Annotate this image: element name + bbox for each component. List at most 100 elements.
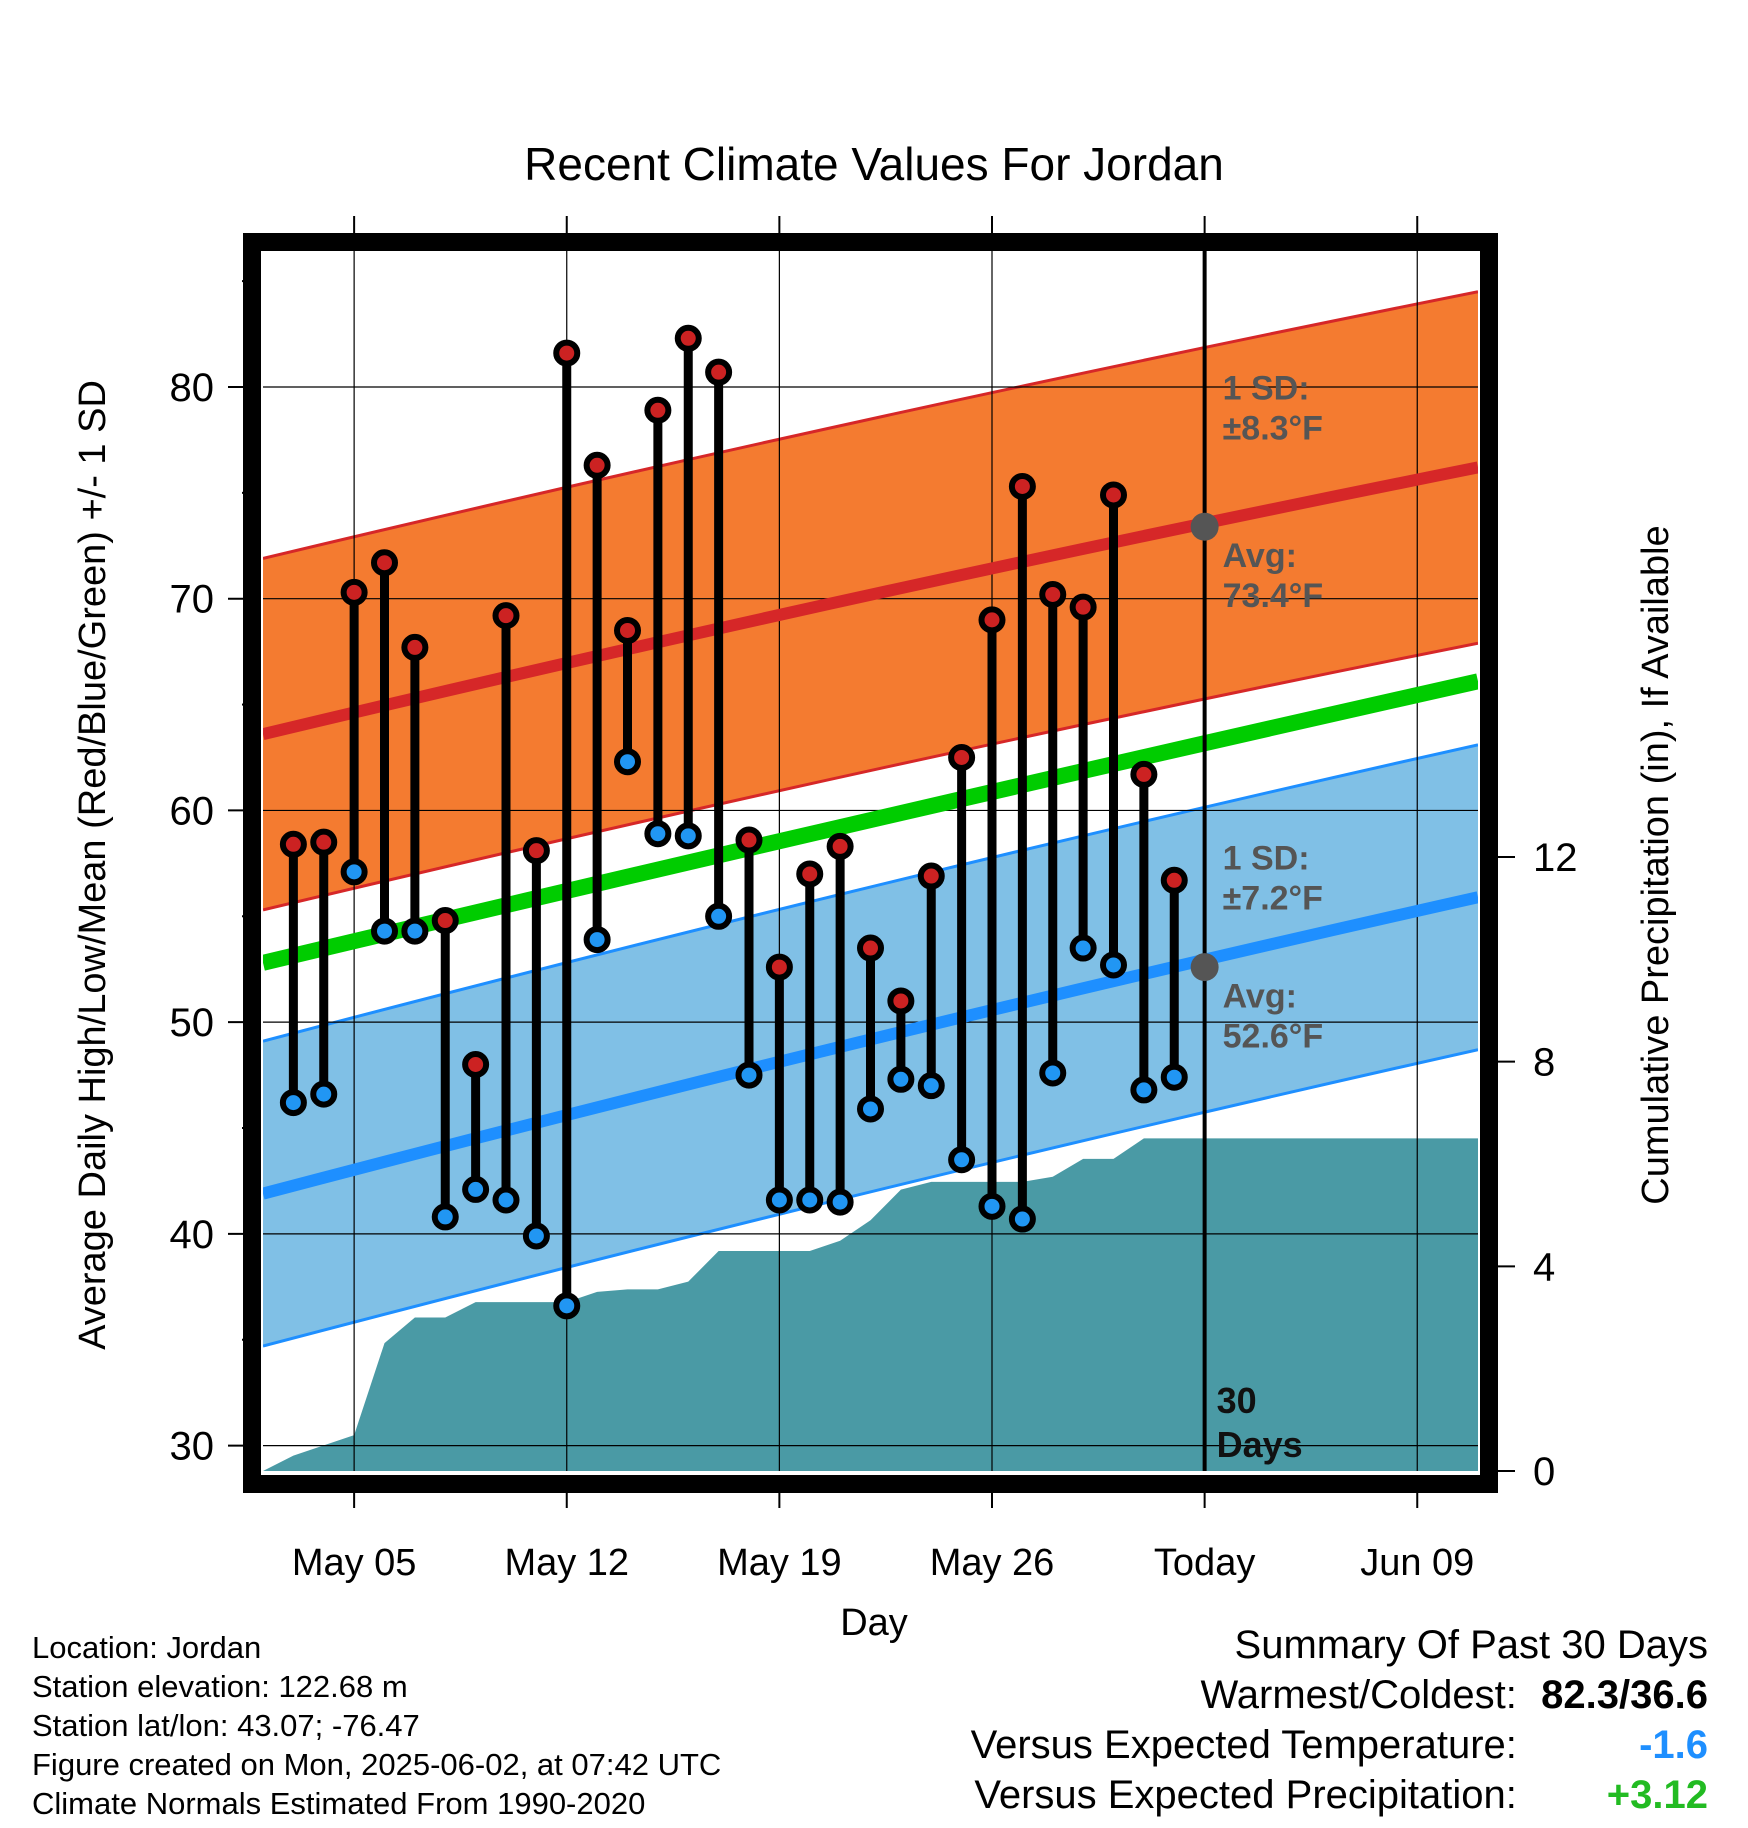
obs-low-marker: [826, 1188, 854, 1216]
info-latlon: Station lat/lon: 43.07; -76.47: [32, 1708, 420, 1743]
precip-value: +3.12: [1606, 1773, 1708, 1817]
high-sd-annotation-line: 1 SD:: [1223, 370, 1310, 408]
low-avg-annotation-line: 52.6°F: [1223, 1017, 1324, 1055]
today-low-avg-dot: [1190, 953, 1219, 982]
obs-high-marker: [644, 396, 672, 424]
summary-temp: Versus Expected Temperature: -1.6: [971, 1720, 1708, 1770]
today-high-avg-dot: [1190, 512, 1219, 541]
obs-high-marker: [826, 832, 854, 860]
obs-low-marker: [735, 1061, 763, 1089]
obs-low-marker: [340, 858, 368, 886]
obs-high-marker: [431, 907, 459, 935]
obs-high-marker: [279, 830, 307, 858]
obs-low-marker: [765, 1186, 793, 1214]
y2-axis-label: Cumulative Precipitation (in), If Availa…: [1635, 525, 1677, 1204]
y-tick-label: 30: [170, 1425, 215, 1469]
high-avg-annotation-line: 73.4°F: [1223, 577, 1324, 615]
obs-high-marker: [674, 324, 702, 352]
temp-label: Versus Expected Temperature:: [970, 1723, 1517, 1767]
x-tick-label: Today: [1154, 1542, 1255, 1584]
y2-tick-label: 0: [1533, 1450, 1555, 1494]
summary-title: Summary Of Past 30 Days: [1234, 1623, 1708, 1667]
precip-label: Versus Expected Precipitation:: [974, 1773, 1517, 1817]
obs-high-marker: [705, 358, 733, 386]
obs-high-marker: [917, 862, 945, 890]
obs-high-marker: [583, 451, 611, 479]
obs-low-marker: [1039, 1059, 1067, 1087]
low-band-lower-edge: [263, 1048, 1478, 1348]
obs-high-marker: [978, 606, 1006, 634]
y-tick-label: 40: [170, 1213, 215, 1257]
obs-low-marker: [917, 1072, 945, 1100]
x-tick-label: May 12: [504, 1542, 629, 1584]
y-axis-label: Average Daily High/Low/Mean (Red/Blue/Gr…: [72, 380, 114, 1350]
obs-high-marker: [310, 828, 338, 856]
obs-high-marker: [857, 934, 884, 962]
obs-low-marker: [583, 926, 611, 954]
high-avg-annotation-line: Avg:: [1223, 537, 1297, 575]
obs-low-marker: [371, 917, 398, 945]
y2-tick-label: 4: [1533, 1245, 1555, 1289]
obs-low-marker: [310, 1080, 338, 1108]
obs-high-marker: [462, 1050, 490, 1078]
warm-cold-value: 82.3/36.6: [1541, 1673, 1708, 1717]
y-tick-label: 70: [170, 578, 215, 622]
high-band-lower-edge: [263, 641, 1478, 912]
y2-tick-label: 8: [1533, 1041, 1555, 1085]
obs-low-marker: [1100, 951, 1127, 979]
high-band-upper-edge: [263, 290, 1478, 560]
obs-high-marker: [1008, 472, 1036, 500]
period-annotation-line: 30: [1217, 1380, 1257, 1421]
obs-high-marker: [340, 578, 368, 606]
normal-high-line: [263, 461, 1478, 741]
obs-high-marker: [1069, 593, 1097, 621]
warm-cold-label: Warmest/Coldest:: [1200, 1673, 1517, 1717]
period-annotation-line: Days: [1217, 1424, 1303, 1465]
obs-low-marker: [492, 1186, 520, 1214]
obs-low-marker: [796, 1186, 824, 1214]
obs-high-marker: [522, 837, 550, 865]
obs-low-marker: [674, 822, 702, 850]
obs-high-marker: [1039, 580, 1067, 608]
chart-title: Recent Climate Values For Jordan: [524, 138, 1224, 190]
obs-low-marker: [279, 1089, 307, 1117]
x-tick-label: May 19: [717, 1542, 842, 1584]
summary-precip: Versus Expected Precipitation: +3.12: [971, 1770, 1708, 1820]
obs-low-marker: [614, 748, 641, 776]
summary-warm-cold: Warmest/Coldest: 82.3/36.6: [971, 1670, 1709, 1720]
station-info: Location: Jordan Station elevation: 122.…: [32, 1628, 721, 1823]
x-tick-label: May 26: [930, 1542, 1055, 1584]
y2-tick-label: 12: [1533, 836, 1578, 880]
info-created: Figure created on Mon, 2025-06-02, at 07…: [32, 1747, 722, 1782]
obs-high-marker: [614, 616, 641, 644]
plot-frame: [243, 233, 1498, 1493]
x-tick-label: May 05: [292, 1542, 417, 1584]
obs-low-marker: [978, 1192, 1006, 1220]
obs-low-marker: [887, 1065, 915, 1093]
obs-high-marker: [765, 953, 793, 981]
obs-low-marker: [1069, 934, 1097, 962]
y-tick-label: 80: [170, 366, 215, 410]
summary-panel: Summary Of Past 30 Days Warmest/Coldest:…: [971, 1620, 1708, 1820]
obs-low-marker: [948, 1146, 976, 1174]
obs-low-marker: [1160, 1063, 1188, 1091]
obs-high-marker: [1160, 866, 1188, 894]
low-avg-annotation-line: Avg:: [1223, 977, 1297, 1015]
info-normals: Climate Normals Estimated From 1990-2020: [32, 1786, 646, 1821]
obs-high-marker: [492, 602, 520, 630]
obs-low-marker: [1130, 1076, 1158, 1104]
high-sd-annotation-line: ±8.3°F: [1223, 410, 1323, 448]
obs-low-marker: [644, 820, 672, 848]
obs-low-marker: [1008, 1205, 1036, 1233]
obs-high-marker: [371, 549, 398, 577]
obs-high-marker: [796, 860, 824, 888]
info-elevation: Station elevation: 122.68 m: [32, 1669, 408, 1704]
obs-high-marker: [1100, 481, 1127, 509]
obs-low-marker: [462, 1175, 490, 1203]
obs-low-marker: [401, 917, 429, 945]
info-location: Location: Jordan: [32, 1630, 262, 1665]
temp-value: -1.6: [1639, 1723, 1708, 1767]
obs-low-marker: [857, 1095, 884, 1123]
y-tick-label: 60: [170, 789, 215, 833]
